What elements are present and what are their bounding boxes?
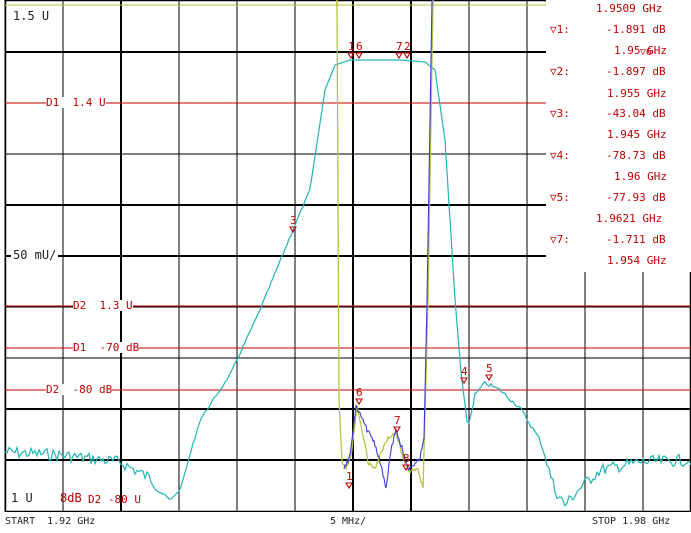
marker-3-id: ▽3:: [550, 107, 570, 120]
marker-triangle-icon: [395, 52, 403, 60]
marker-triangle-icon: [355, 398, 363, 406]
trace-marker-label: 6: [356, 386, 363, 399]
marker-triangle-icon: [289, 226, 297, 234]
trace-blue: [343, 0, 433, 489]
marker-triangle-icon: [485, 374, 493, 382]
marker-2-freq: 1.955 GHz: [607, 87, 667, 100]
marker-6-overlap: ▽6: [640, 47, 653, 58]
marker-triangle-icon: [355, 52, 363, 60]
marker-triangle-icon: [393, 426, 401, 434]
marker-5-freq: 1.9621 GHz: [596, 212, 663, 225]
marker-5-value: -77.93 dB: [606, 191, 666, 204]
start-frequency-label: START 1.92 GHz: [5, 516, 96, 527]
marker-2-value: -1.897 dB: [606, 65, 666, 78]
trace-marker-label: 3: [290, 214, 297, 227]
trace-marker-label: 7: [394, 414, 401, 427]
marker-2-id: ▽2:: [550, 65, 570, 78]
marker-triangle-icon: [402, 464, 410, 472]
marker-triangle-icon: [347, 52, 355, 60]
trace-marker-label: 7: [396, 40, 403, 53]
trace-marker-label: 4: [461, 365, 468, 378]
marker-1-value: -1.891 dB: [606, 23, 666, 36]
marker-1-freq: 1.95 GHz: [614, 44, 667, 57]
bottom-overlap-label-2: D2 -80 U: [88, 493, 141, 506]
span-per-division-label: 5 MHz/: [330, 516, 367, 527]
top-reference-label: 1.5 U: [11, 9, 52, 23]
marker-list: 1.9509 GHz ▽1: -1.891 dB 1.95 GHz ▽6 ▽2:…: [546, 0, 691, 272]
mid-reference-label: 50 mU/: [11, 248, 59, 262]
bottom-overlap-label: 8dB: [60, 491, 82, 505]
marker-5-id: ▽5:: [550, 191, 570, 204]
marker-4-id: ▽4:: [550, 149, 570, 162]
marker-1-id: ▽1:: [550, 23, 570, 36]
stop-frequency-label: STOP 1.98 GHz: [592, 516, 671, 527]
trace-marker-label: 2: [404, 40, 411, 53]
marker-7-freq: 1.954 GHz: [607, 254, 667, 267]
marker-triangle-icon: [403, 52, 411, 60]
marker-4-value: -78.73 dB: [606, 149, 666, 162]
display-line-label-d2-db: D2 -80 dB: [46, 383, 113, 396]
trace-yellow: [336, 0, 434, 489]
frequency-axis-bar: START 1.92 GHz 5 MHz/ STOP 1.98 GHz: [0, 512, 691, 533]
trace-marker-label: 8: [403, 452, 410, 465]
trace-marker-label: 6: [356, 40, 363, 53]
marker-triangle-icon: [345, 482, 353, 490]
bottom-reference-label: 1 U: [11, 491, 33, 505]
marker-4-freq: 1.96 GHz: [614, 170, 667, 183]
display-line-label-d2-u: D2 1.3 U: [73, 299, 133, 312]
marker-7-id: ▽7:: [550, 233, 570, 246]
marker-3-value: -43.04 dB: [606, 107, 666, 120]
marker-3-freq: 1.945 GHz: [607, 128, 667, 141]
display-line-label-d1-u: D1 1.4 U: [46, 96, 106, 109]
marker-7-value: -1.711 dB: [606, 233, 666, 246]
marker-triangle-icon: [460, 377, 468, 385]
display-line-label-d1-db: D1 -70 dB: [73, 341, 140, 354]
trace-marker-label: 1: [346, 470, 353, 483]
trace-marker-label: 5: [486, 362, 493, 375]
trace-marker-label: 1: [348, 40, 355, 53]
trace-cyan: [4, 59, 691, 507]
marker-list-top-freq: 1.9509 GHz: [596, 2, 663, 15]
